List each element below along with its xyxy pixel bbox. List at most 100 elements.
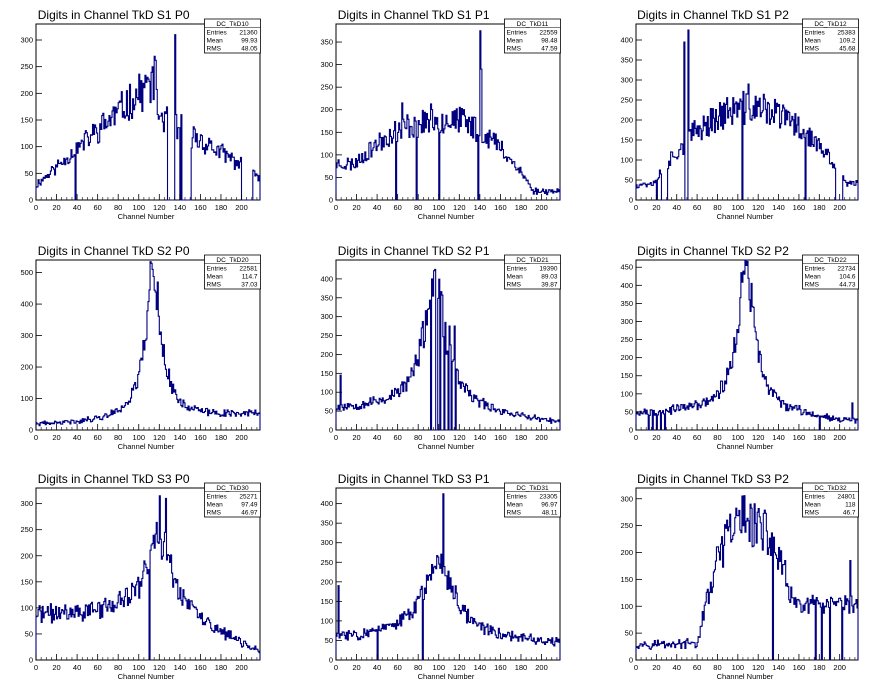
chart-title: Digits in Channel TkD S1 P2: [637, 8, 789, 22]
y-tick-label: 50: [325, 173, 333, 182]
histogram-line: [335, 268, 561, 431]
x-tick-label: 160: [194, 663, 207, 672]
y-tick-label: 450: [620, 263, 633, 272]
chart-title: Digits in Channel TkD S1 P0: [38, 8, 190, 22]
x-tick-label: 80: [713, 203, 721, 212]
y-tick-label: 0: [29, 426, 33, 435]
histogram-line: [635, 259, 859, 431]
y-tick-label: 250: [620, 96, 633, 105]
stats-rms-value: 46.97: [241, 510, 258, 517]
chart-title: Digits in Channel TkD S2 P0: [38, 244, 190, 258]
stats-entries-value: 24801: [837, 494, 855, 501]
stats-entries-label: Entries: [507, 494, 528, 501]
stats-mean-label: Mean: [507, 38, 524, 45]
x-tick-label: 80: [414, 663, 422, 672]
histogram-panel: 0 20 40 60 80 100 120 140 160 180 200 0 50 100 150 200 2…: [620, 8, 859, 221]
stats-rms-label: RMS: [507, 282, 522, 289]
stats-entries-value: 22581: [239, 266, 257, 273]
stats-rms-label: RMS: [507, 510, 522, 517]
stats-entries-value: 21360: [239, 30, 257, 37]
stats-entries-value: 19390: [539, 266, 557, 273]
x-tick-label: 60: [693, 663, 701, 672]
y-tick-label: 100: [620, 602, 633, 611]
x-tick-label: 160: [494, 203, 507, 212]
x-tick-label: 80: [114, 663, 122, 672]
stats-rms-value: 48.05: [241, 46, 258, 53]
y-tick-label: 300: [320, 538, 333, 547]
x-tick-label: 180: [515, 663, 528, 672]
y-tick-label: 200: [620, 548, 633, 557]
y-tick-label: 50: [25, 629, 33, 638]
x-tick-label: 20: [52, 433, 60, 442]
stats-mean-value: 118: [845, 502, 856, 509]
histogram-line: [35, 495, 261, 661]
stats-box-frame: [204, 254, 261, 290]
y-tick-label: 150: [20, 577, 33, 586]
stats-name: DC_TkD32: [814, 485, 847, 492]
x-tick-label: 140: [174, 663, 187, 672]
stats-rms-value: 45.68: [839, 46, 856, 53]
histogram-line: [35, 261, 261, 430]
stats-entries-value: 25271: [239, 494, 257, 501]
stats-name: DC_TkD30: [216, 485, 249, 492]
stats-rms-value: 39.87: [541, 282, 558, 289]
x-tick-label: 180: [813, 203, 826, 212]
x-tick-label: 180: [215, 663, 228, 672]
x-tick-label: 140: [474, 663, 487, 672]
stats-rms-value: 47.59: [541, 46, 558, 53]
plot-frame: [635, 259, 859, 431]
stats-entries-label: Entries: [507, 30, 528, 37]
y-tick-label: 100: [320, 150, 333, 159]
x-tick-label: 180: [215, 433, 228, 442]
stats-entries-label: Entries: [207, 30, 228, 37]
stats-rms-label: RMS: [207, 510, 222, 517]
x-tick-label: 140: [474, 203, 487, 212]
stats-box: DC_TkD11 Entries 22559 Mean 98.48 RMS 47.59: [504, 18, 561, 54]
x-tick-label: 180: [515, 433, 528, 442]
x-tick-label: 100: [732, 433, 745, 442]
stats-box-frame: [504, 482, 561, 518]
stats-entries-value: 22734: [837, 266, 855, 273]
histogram-panel: 0 20 40 60 80 100 120 140 160 180 200 0 50 100 150 200 2…: [20, 8, 261, 221]
x-tick-label: 120: [153, 663, 166, 672]
stats-box: DC_TkD32 Entries 24801 Mean 118 RMS 46.7: [802, 482, 859, 518]
x-tick-label: 100: [132, 203, 145, 212]
x-axis-label: Channel Number: [418, 442, 475, 451]
y-tick-label: 100: [20, 142, 33, 151]
x-tick-label: 0: [634, 433, 638, 442]
x-tick-label: 20: [52, 663, 60, 672]
y-tick-label: 300: [20, 36, 33, 45]
x-tick-label: 160: [194, 433, 207, 442]
stats-name: DC_TkD20: [216, 257, 249, 264]
histogram-panel: 0 20 40 60 80 100 120 140 160 180 200 0 50 100 150 200 2…: [320, 8, 561, 221]
stats-entries-label: Entries: [207, 494, 228, 501]
x-tick-label: 60: [93, 203, 101, 212]
y-tick-label: 300: [20, 499, 33, 508]
x-tick-label: 0: [34, 433, 38, 442]
x-tick-label: 0: [34, 203, 38, 212]
histogram-line: [35, 34, 261, 201]
x-tick-label: 140: [772, 663, 785, 672]
x-tick-label: 160: [494, 433, 507, 442]
stats-box-frame: [802, 254, 859, 290]
chart-title: Digits in Channel TkD S3 P0: [38, 472, 190, 486]
y-tick-label: 350: [320, 38, 333, 47]
y-tick-label: 400: [20, 300, 33, 309]
stats-entries-label: Entries: [207, 266, 228, 273]
x-tick-label: 0: [34, 663, 38, 672]
stats-rms-value: 48.11: [542, 510, 558, 517]
plot-frame: [635, 23, 859, 201]
x-tick-label: 40: [73, 203, 81, 212]
y-tick-label: 400: [320, 274, 333, 283]
stats-rms-label: RMS: [207, 46, 222, 53]
histogram-line: [335, 493, 561, 661]
x-tick-label: 40: [373, 663, 381, 672]
stats-mean-value: 99.93: [241, 38, 258, 45]
y-tick-label: 350: [320, 293, 333, 302]
y-tick-label: 0: [329, 656, 333, 665]
x-tick-label: 200: [235, 203, 248, 212]
stats-mean-value: 98.48: [541, 38, 558, 45]
x-tick-label: 160: [494, 663, 507, 672]
stats-entries-value: 22559: [539, 30, 557, 37]
x-tick-label: 40: [73, 433, 81, 442]
